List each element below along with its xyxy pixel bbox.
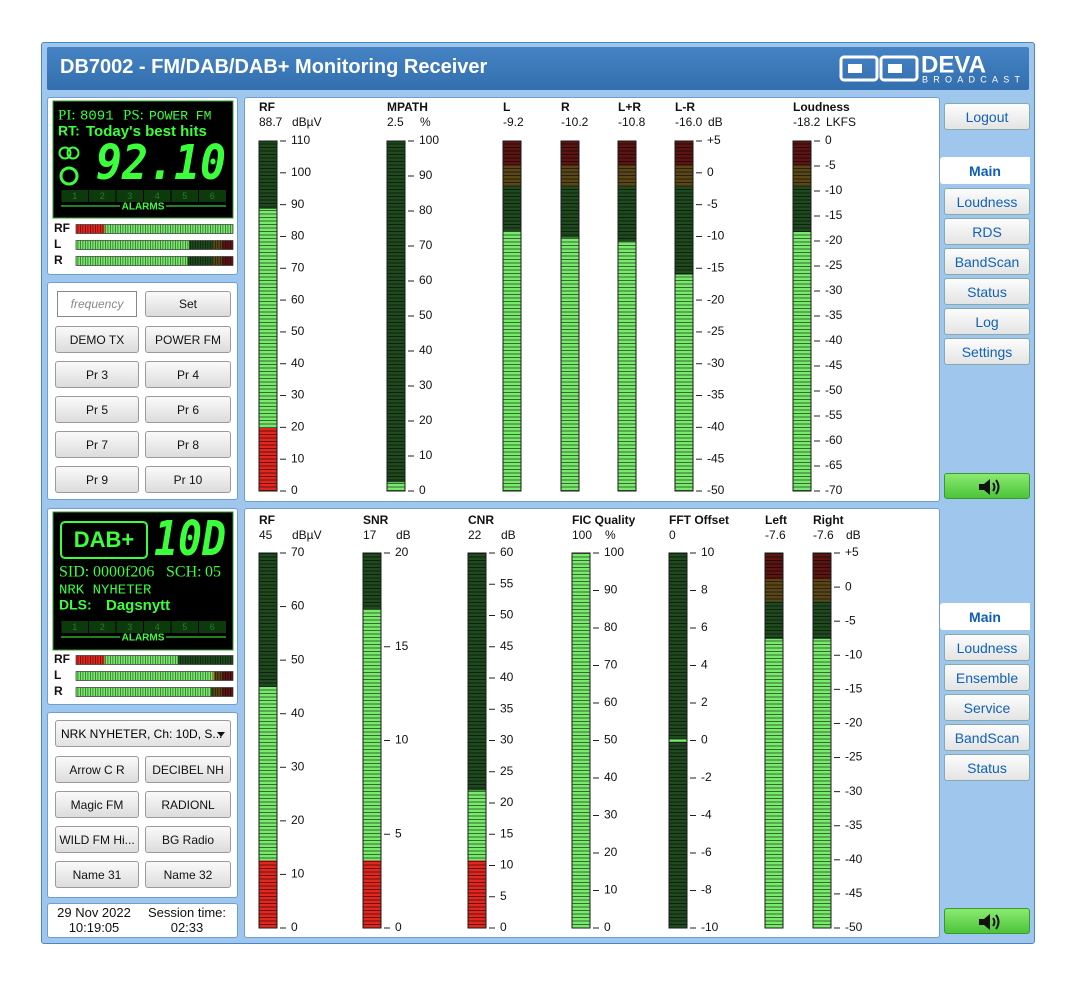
preset-button[interactable]: Magic FM <box>55 791 139 818</box>
fm-meter-panel <box>244 97 940 502</box>
preset-button[interactable]: Arrow C R <box>55 756 139 783</box>
tab-button[interactable]: Loudness <box>944 634 1030 661</box>
fm-display-panel <box>47 97 238 275</box>
service-select[interactable]: NRK NYHETER, Ch: 10D, S... <box>55 720 231 747</box>
select-text: NRK NYHETER, Ch: 10D, S... <box>61 726 223 741</box>
preset-button[interactable]: Pr 4 <box>145 361 231 388</box>
status-panel <box>47 903 238 938</box>
tab-button[interactable]: Settings <box>944 338 1030 365</box>
speaker-button[interactable] <box>944 473 1030 499</box>
preset-button[interactable]: DECIBEL NH <box>145 756 231 783</box>
session-time: 02:33 <box>170 920 204 935</box>
preset-button[interactable]: RADIONL <box>145 791 231 818</box>
preset-button[interactable]: BG Radio <box>145 826 231 853</box>
preset-button[interactable]: Pr 6 <box>145 396 231 423</box>
preset-button[interactable]: DEMO TX <box>55 326 139 353</box>
tab-button[interactable]: Log <box>944 308 1030 335</box>
session-label: Session time: <box>147 905 227 920</box>
fm-preset-panel <box>47 282 238 500</box>
preset-button[interactable]: Name 31 <box>55 861 139 888</box>
tab-button[interactable]: Status <box>944 754 1030 781</box>
preset-button[interactable]: Pr 10 <box>145 466 231 493</box>
clock: 10:19:05 <box>68 920 120 935</box>
preset-button[interactable]: Pr 8 <box>145 431 231 458</box>
preset-button[interactable]: POWER FM <box>145 326 231 353</box>
speaker-icon <box>979 914 1000 930</box>
tab-button[interactable]: Status <box>944 278 1030 305</box>
tab-button[interactable]: Loudness <box>944 188 1030 215</box>
tab-button[interactable]: Service <box>944 694 1030 721</box>
speaker-icon <box>979 479 1000 495</box>
tab-button[interactable]: BandScan <box>944 248 1030 275</box>
tab-button[interactable]: RDS <box>944 218 1030 245</box>
app-title: DB7002 - FM/DAB/DAB+ Monitoring Receiver <box>60 56 488 78</box>
preset-button[interactable]: WILD FM Hi... <box>55 826 139 853</box>
preset-button[interactable]: Name 32 <box>145 861 231 888</box>
speaker-button[interactable] <box>944 908 1030 934</box>
dab-display-panel <box>47 508 238 705</box>
set-button[interactable]: Set <box>145 291 231 317</box>
dropdown-arrow <box>217 732 225 737</box>
logout-button[interactable]: Logout <box>944 103 1030 130</box>
tab-active[interactable]: Main <box>940 603 1030 630</box>
tab-button[interactable]: BandScan <box>944 724 1030 751</box>
preset-button[interactable]: Pr 3 <box>55 361 139 388</box>
tab-button[interactable]: Ensemble <box>944 664 1030 691</box>
frequency-input[interactable]: frequency <box>57 291 137 317</box>
preset-button[interactable]: Pr 7 <box>55 431 139 458</box>
preset-button[interactable]: Pr 5 <box>55 396 139 423</box>
date: 29 Nov 2022 <box>57 905 131 920</box>
preset-button[interactable]: Pr 9 <box>55 466 139 493</box>
tab-active[interactable]: Main <box>940 157 1030 184</box>
dab-meter-panel <box>244 508 940 938</box>
